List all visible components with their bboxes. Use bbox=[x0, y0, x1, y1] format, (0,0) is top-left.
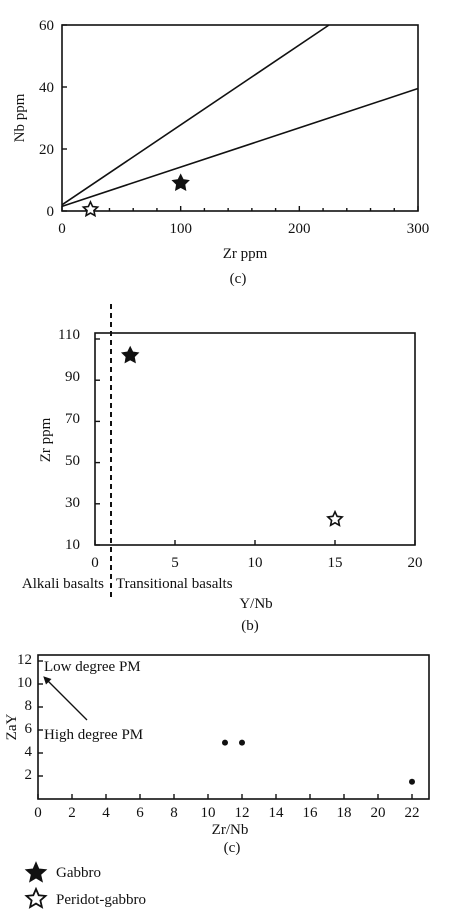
zr-nb-x-axis-label: Zr ppm bbox=[223, 246, 268, 262]
legend-label-gabbro: Gabbro bbox=[56, 865, 101, 881]
zrnb-zay-x-axis-label: Zr/Nb bbox=[212, 822, 249, 838]
ynb-zr-y-tick-label: 90 bbox=[65, 369, 80, 385]
filled-star-icon bbox=[24, 861, 48, 883]
ynb-zr-points bbox=[120, 345, 344, 527]
zrnb-zay-x-tick-label: 16 bbox=[303, 805, 319, 821]
zr-nb-y-axis-label: Nb ppm bbox=[12, 93, 28, 142]
zrnb-zay-x-tick-label: 8 bbox=[170, 805, 178, 821]
ynb-zr-point bbox=[326, 509, 344, 527]
legend-star-shape bbox=[24, 886, 48, 909]
ynb-zr-y-tick-label: 30 bbox=[65, 495, 80, 511]
zr-nb-ticks bbox=[61, 24, 419, 212]
zrnb-zay-x-tick-label: 20 bbox=[371, 805, 386, 821]
ynb-zr-x-tick-label: 0 bbox=[91, 555, 99, 571]
zrnb-zay-y-tick-label: 4 bbox=[25, 744, 33, 760]
high-degree-pm-annotation: High degree PM bbox=[44, 727, 143, 743]
zrnb-zay-points bbox=[222, 739, 415, 785]
zr-nb-panel-label: (c) bbox=[230, 271, 247, 287]
ynb-zr-panel-label: (b) bbox=[241, 618, 259, 634]
zr-nb-reference-lines bbox=[61, 24, 419, 208]
zrnb-zay-y-tick-label: 2 bbox=[25, 767, 33, 783]
zr-nb-x-tick-label: 300 bbox=[407, 221, 430, 237]
zrnb-zay-y-tick-label: 8 bbox=[25, 698, 33, 714]
ynb-zr-chart: 0 5 10 15 20 10 30 50 70 90 110 Alkali b… bbox=[22, 304, 423, 634]
zrnb-zay-y-tick-label: 12 bbox=[17, 652, 32, 668]
melting-trend-arrow bbox=[43, 676, 88, 721]
zr-nb-points bbox=[81, 173, 190, 218]
zrnb-zay-panel-label: (c) bbox=[224, 840, 241, 856]
zr-nb-x-tick-label: 100 bbox=[169, 221, 192, 237]
zr-nb-point bbox=[171, 173, 190, 191]
ynb-zr-y-axis-label: Zr ppm bbox=[38, 417, 54, 462]
zr-nb-y-tick-label: 40 bbox=[39, 80, 54, 96]
ynb-zr-y-tick-label: 50 bbox=[65, 453, 80, 469]
zrnb-zay-x-tick-label: 10 bbox=[201, 805, 216, 821]
zrnb-zay-ticks bbox=[37, 660, 413, 799]
transitional-basalts-label: Transitional basalts bbox=[116, 576, 233, 592]
ynb-zr-y-tick-label: 110 bbox=[58, 327, 80, 343]
ynb-zr-y-tick-label: 10 bbox=[65, 537, 80, 553]
ynb-zr-plot-frame bbox=[94, 332, 416, 546]
zrnb-zay-point bbox=[222, 739, 228, 746]
ynb-zr-y-tick-label: 70 bbox=[65, 411, 80, 427]
zr-nb-point bbox=[81, 200, 100, 218]
open-star-icon bbox=[24, 886, 48, 909]
zrnb-zay-chart: Low degree PM High degree PM 0 2 4 6 8 1… bbox=[4, 652, 430, 856]
zrnb-zay-x-tick-label: 12 bbox=[235, 805, 250, 821]
zrnb-zay-x-tick-label: 4 bbox=[102, 805, 110, 821]
legend-star-shape bbox=[24, 861, 48, 883]
ynb-zr-x-tick-label: 15 bbox=[328, 555, 343, 571]
zr-nb-plot-frame bbox=[61, 24, 419, 212]
zrnb-zay-y-tick-label: 6 bbox=[25, 721, 33, 737]
zrnb-zay-plot-frame bbox=[37, 654, 430, 800]
zrnb-zay-x-tick-label: 6 bbox=[136, 805, 144, 821]
zrnb-zay-x-tick-label: 2 bbox=[68, 805, 76, 821]
zr-nb-y-tick-label: 60 bbox=[39, 18, 54, 34]
zr-nb-x-tick-label: 200 bbox=[288, 221, 311, 237]
ynb-zr-x-tick-label: 10 bbox=[248, 555, 263, 571]
ynb-zr-ticks bbox=[94, 338, 416, 546]
low-degree-pm-annotation: Low degree PM bbox=[44, 659, 141, 675]
legend-label-peridot-gabbro: Peridot-gabbro bbox=[56, 892, 146, 908]
zrnb-zay-x-tick-label: 22 bbox=[405, 805, 420, 821]
zrnb-zay-x-tick-label: 18 bbox=[337, 805, 352, 821]
zr-nb-y-tick-label: 20 bbox=[39, 142, 54, 158]
zr-nb-chart: 0 100 200 300 0 20 40 60 Zr ppm Nb ppm (… bbox=[12, 18, 429, 287]
zr-nb-x-tick-label: 0 bbox=[58, 221, 66, 237]
alkali-basalts-label: Alkali basalts bbox=[22, 576, 104, 592]
legend: Gabbro Peridot-gabbro bbox=[24, 861, 146, 909]
zrnb-zay-point bbox=[239, 739, 245, 746]
zrnb-zay-x-tick-label: 0 bbox=[34, 805, 42, 821]
zr-nb-y-tick-label: 0 bbox=[47, 204, 55, 220]
ynb-zr-x-axis-label: Y/Nb bbox=[239, 596, 272, 612]
zr-nb-reference-line bbox=[61, 24, 330, 206]
ynb-zr-point bbox=[120, 345, 140, 364]
zrnb-zay-y-tick-label: 10 bbox=[17, 675, 32, 691]
ynb-zr-x-tick-label: 20 bbox=[408, 555, 423, 571]
zrnb-zay-point bbox=[409, 778, 415, 785]
zr-nb-reference-line bbox=[61, 87, 419, 208]
zrnb-zay-x-tick-label: 14 bbox=[269, 805, 285, 821]
ynb-zr-x-tick-label: 5 bbox=[171, 555, 179, 571]
zrnb-zay-y-axis-label: ZaY bbox=[4, 714, 20, 741]
